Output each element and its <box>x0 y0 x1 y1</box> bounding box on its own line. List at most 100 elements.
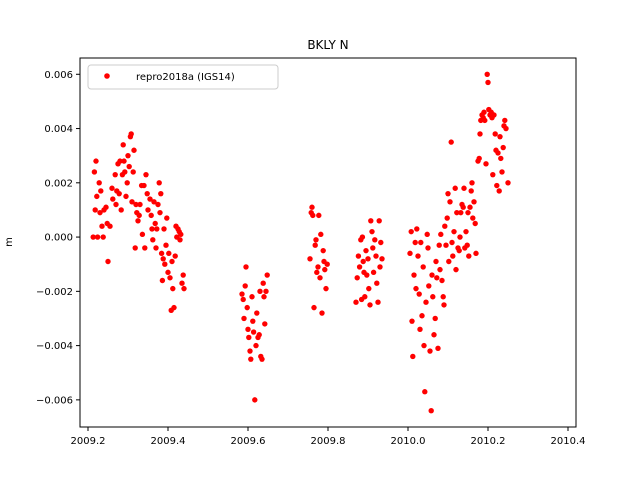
data-point <box>253 342 259 349</box>
data-point <box>428 408 434 414</box>
data-point <box>494 182 500 189</box>
data-point <box>254 310 260 316</box>
data-point <box>497 133 503 140</box>
data-point <box>316 212 322 219</box>
data-point <box>353 299 359 305</box>
data-point <box>437 266 443 273</box>
data-point <box>362 294 368 300</box>
data-point <box>485 79 491 86</box>
data-point <box>456 247 462 254</box>
data-point <box>107 223 113 229</box>
data-point <box>439 277 445 284</box>
x-tick-label: 2010.2 <box>471 436 506 447</box>
data-point <box>309 204 315 210</box>
data-point <box>433 258 439 265</box>
data-point <box>313 237 319 243</box>
data-point <box>169 258 175 265</box>
data-point <box>158 250 165 257</box>
data-point <box>181 285 187 292</box>
data-point <box>408 228 414 235</box>
data-point <box>378 239 384 246</box>
data-point <box>133 201 139 208</box>
data-point <box>441 302 447 308</box>
data-point <box>128 131 134 137</box>
data-point <box>152 220 158 227</box>
data-point <box>452 185 458 191</box>
data-point <box>505 180 511 186</box>
data-point <box>116 190 122 197</box>
data-point <box>310 212 316 219</box>
legend-label: repro2018a (IGS14) <box>136 72 235 83</box>
data-point <box>438 231 444 238</box>
data-point <box>117 158 123 164</box>
data-point <box>457 234 463 240</box>
data-point <box>245 326 251 333</box>
data-point <box>172 253 178 259</box>
data-point <box>476 155 482 162</box>
data-point <box>465 209 471 216</box>
data-point <box>440 294 446 300</box>
data-point <box>453 266 459 273</box>
data-point <box>178 231 184 238</box>
data-point <box>365 256 371 262</box>
data-point <box>241 315 247 322</box>
data-point <box>443 242 449 248</box>
data-point <box>240 296 246 303</box>
data-point <box>180 272 186 278</box>
data-point <box>103 204 109 210</box>
data-point <box>136 212 142 219</box>
data-point <box>90 234 96 240</box>
data-point <box>120 142 126 148</box>
data-point <box>158 190 164 197</box>
data-point <box>177 237 183 243</box>
data-point <box>449 239 455 246</box>
data-point <box>491 112 497 118</box>
data-point <box>417 326 423 333</box>
data-point <box>154 226 160 232</box>
y-tick-label: −0.002 <box>36 287 73 298</box>
data-point <box>109 185 115 191</box>
data-point <box>261 294 267 300</box>
y-tick-label: 0.006 <box>44 70 73 81</box>
data-point <box>145 207 151 213</box>
data-point <box>471 199 477 205</box>
data-point <box>100 234 106 240</box>
data-point <box>164 215 170 221</box>
data-point <box>312 242 318 248</box>
data-point <box>464 242 470 248</box>
data-point <box>374 280 380 286</box>
x-tick-label: 2009.8 <box>311 436 346 447</box>
data-point <box>466 253 472 259</box>
data-point <box>156 180 162 186</box>
data-point <box>94 193 100 200</box>
data-point <box>445 190 451 197</box>
data-point <box>503 125 509 132</box>
data-point <box>105 258 111 265</box>
data-point <box>250 329 257 335</box>
data-point <box>411 272 417 278</box>
data-point <box>360 258 366 265</box>
data-point <box>318 231 324 238</box>
data-point <box>481 109 487 115</box>
data-point <box>427 348 433 354</box>
data-point <box>431 332 437 338</box>
data-point <box>112 171 118 178</box>
data-point <box>248 356 254 362</box>
data-point <box>167 275 173 281</box>
x-tick-label: 2009.2 <box>71 436 106 447</box>
data-point <box>165 269 171 276</box>
x-axis: 2009.2 2009.4 2009.6 2009.8 2010.0 2010.2 2010… <box>71 427 586 447</box>
data-point <box>141 182 147 189</box>
data-point <box>467 204 473 210</box>
data-point <box>366 285 372 292</box>
data-point <box>470 215 476 221</box>
data-point <box>375 299 381 305</box>
data-point <box>463 228 469 235</box>
data-point <box>356 264 363 270</box>
data-point <box>421 342 427 349</box>
data-point <box>355 253 362 259</box>
legend-box <box>87 64 279 90</box>
chart-title: BKLY N <box>307 38 348 52</box>
data-point <box>243 264 249 270</box>
data-point <box>426 283 432 289</box>
